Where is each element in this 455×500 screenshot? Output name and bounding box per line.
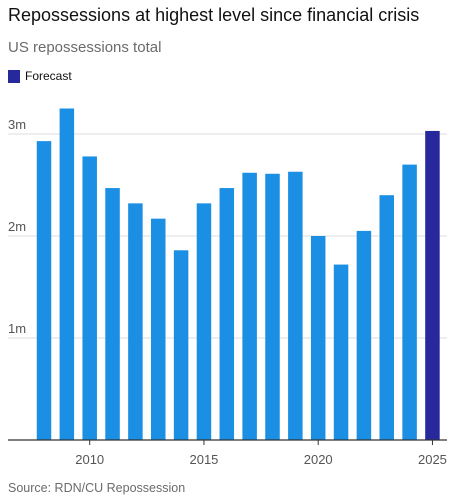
bar xyxy=(128,203,143,440)
bar xyxy=(105,188,120,440)
bar xyxy=(196,203,212,440)
bar xyxy=(356,230,372,440)
chart-subtitle: US repossessions total xyxy=(8,39,162,56)
bar-forecast xyxy=(425,130,440,440)
chart-source: Source: RDN/CU Repossession xyxy=(8,481,186,495)
bar xyxy=(333,264,349,440)
bar xyxy=(379,195,394,440)
bar xyxy=(36,141,52,440)
y-tick-label: 1m xyxy=(8,321,26,336)
y-tick-label: 2m xyxy=(8,219,26,234)
bar xyxy=(173,250,189,440)
bar xyxy=(151,218,166,440)
bar xyxy=(82,156,97,440)
bar xyxy=(288,171,303,441)
legend-label-forecast: Forecast xyxy=(25,69,72,83)
bar xyxy=(265,173,280,440)
y-tick-label: 3m xyxy=(8,117,26,132)
x-tick-label: 2015 xyxy=(189,452,218,467)
bar xyxy=(310,236,326,440)
legend-swatch-forecast xyxy=(8,69,20,83)
x-tick-label: 2025 xyxy=(418,452,447,467)
bar xyxy=(242,172,257,440)
bar xyxy=(219,188,235,440)
chart-title: Repossessions at highest level since fin… xyxy=(8,5,420,25)
x-tick-label: 2010 xyxy=(75,452,104,467)
x-tick-label: 2020 xyxy=(304,452,333,467)
bar xyxy=(59,108,75,440)
bar-chart: 1m 2m 3m 2010 2015 2020 2025 xyxy=(8,108,447,467)
bar xyxy=(402,164,417,440)
chart-legend: Forecast xyxy=(8,68,72,84)
